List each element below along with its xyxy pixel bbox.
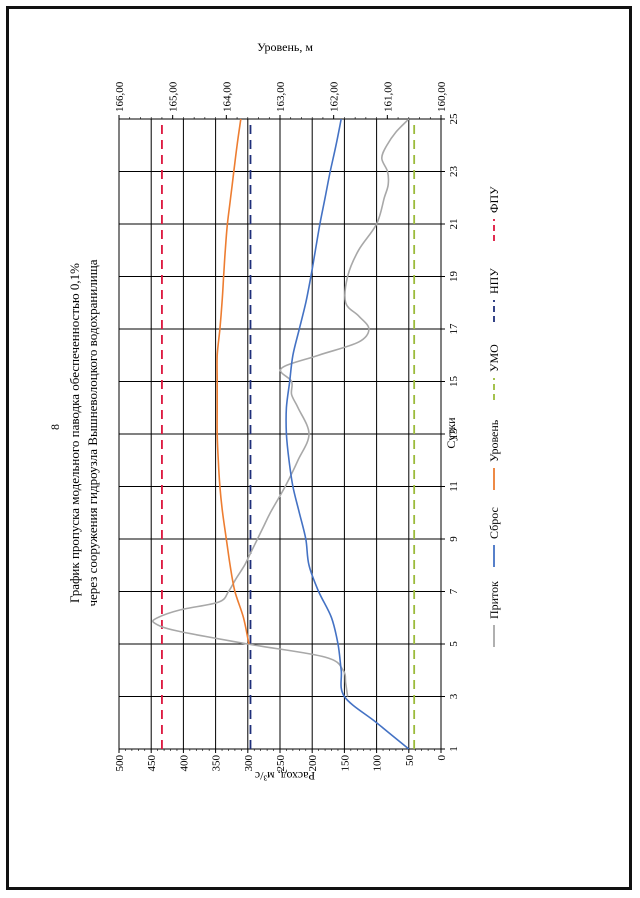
series-line-level bbox=[216, 118, 250, 645]
x-tick-label: 15 bbox=[448, 376, 460, 388]
y2-tick-label: 160,00 bbox=[436, 81, 448, 112]
y-tick-label: 400 bbox=[178, 755, 190, 772]
y2-axis-title: Уровень, м bbox=[257, 40, 313, 54]
series-lines bbox=[152, 118, 416, 750]
y-tick-label: 100 bbox=[372, 755, 384, 772]
y-tick-label: 0 bbox=[436, 755, 448, 761]
document-page: 8 График пропуска модельного паводка обе… bbox=[6, 6, 632, 890]
y-tick-label: 150 bbox=[339, 755, 351, 772]
flood-chart: 8 График пропуска модельного паводка обе… bbox=[48, 40, 501, 783]
y2-tick-label: 166,00 bbox=[114, 81, 126, 112]
axis-ticks: 0 50 100 150 200 250 300 350 400 450 500 160,00 161,… bbox=[114, 81, 460, 771]
y-tick-label: 50 bbox=[404, 755, 416, 767]
y-tick-label: 250 bbox=[275, 755, 287, 772]
legend: Приток Сброс Уровень УМО НПУ ФПУ bbox=[487, 186, 501, 647]
legend-label-umo: УМО bbox=[487, 344, 501, 372]
page-number: 8 bbox=[48, 424, 62, 430]
y2-tick-label: 163,00 bbox=[275, 81, 287, 112]
y2-tick-label: 162,00 bbox=[329, 81, 341, 112]
y-tick-label: 450 bbox=[146, 755, 158, 772]
x-tick-label: 11 bbox=[448, 481, 460, 492]
series-line-inflow bbox=[152, 118, 410, 697]
y2-tick-label: 161,00 bbox=[382, 81, 394, 112]
grid bbox=[118, 118, 442, 750]
x-tick-label: 13 bbox=[448, 428, 460, 440]
x-tick-label: 1 bbox=[448, 746, 460, 752]
x-tick-label: 9 bbox=[448, 536, 460, 542]
legend-label-fpu: ФПУ bbox=[487, 186, 501, 213]
y-tick-label: 500 bbox=[114, 755, 126, 772]
x-tick-label: 19 bbox=[448, 271, 460, 283]
x-tick-label: 21 bbox=[448, 219, 460, 230]
x-axis-title: Сутки bbox=[444, 417, 458, 449]
chart-subtitle: через сооружения гидроузла Вышневолоцког… bbox=[85, 259, 100, 606]
legend-label-level: Уровень bbox=[487, 419, 501, 462]
y-tick-label: 200 bbox=[307, 755, 319, 772]
x-tick-label: 3 bbox=[448, 693, 460, 699]
x-tick-label: 17 bbox=[448, 323, 460, 335]
y-tick-label: 350 bbox=[211, 755, 223, 772]
x-tick-label: 25 bbox=[448, 113, 460, 125]
series-line-discharge bbox=[285, 118, 410, 750]
legend-label-inflow: Приток bbox=[487, 581, 501, 619]
y2-tick-label: 164,00 bbox=[221, 81, 233, 112]
x-tick-label: 5 bbox=[448, 641, 460, 647]
y-axis-title: Расход, м³/с bbox=[255, 769, 315, 783]
y-tick-label: 300 bbox=[243, 755, 255, 772]
y2-tick-label: 165,00 bbox=[168, 81, 180, 112]
legend-label-npu: НПУ bbox=[487, 268, 501, 294]
x-tick-label: 7 bbox=[448, 588, 460, 594]
legend-label-discharge: Сброс bbox=[487, 507, 501, 539]
x-tick-label: 23 bbox=[448, 166, 460, 178]
chart-title: График пропуска модельного паводка обесп… bbox=[67, 263, 82, 603]
